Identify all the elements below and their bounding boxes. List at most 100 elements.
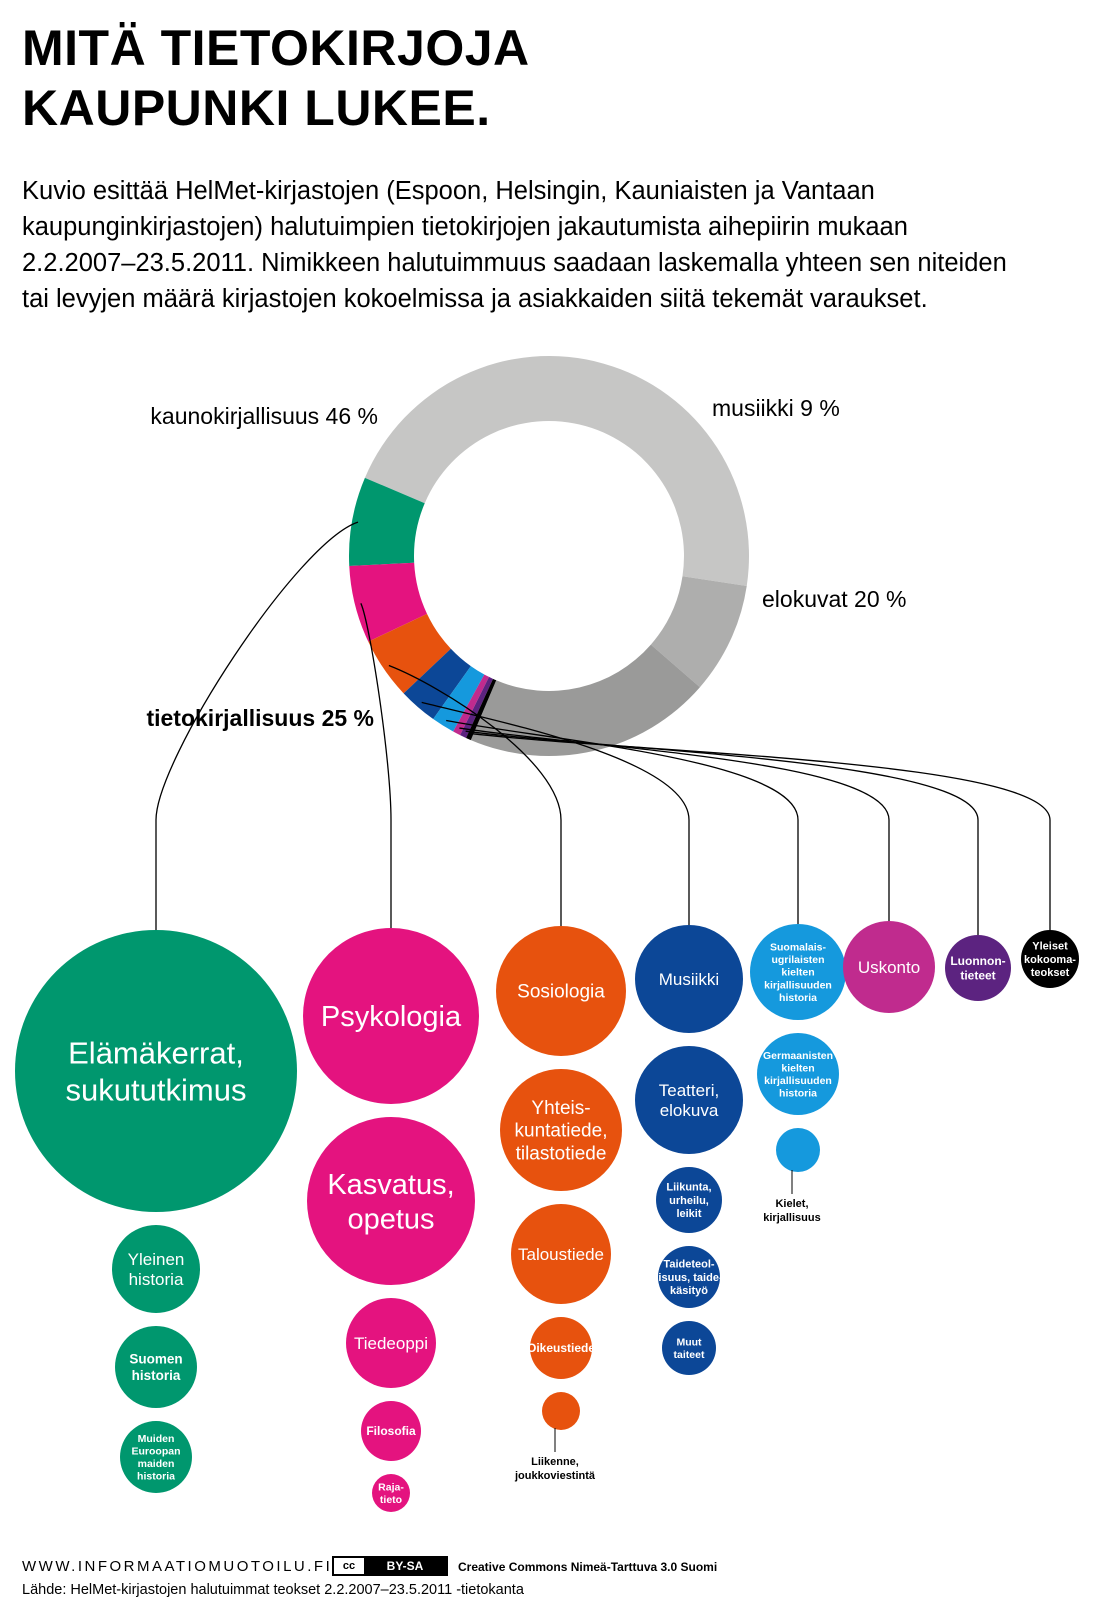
bubble-label: käsityö (670, 1285, 708, 1297)
bubble-label: Teatteri, (659, 1081, 719, 1100)
bubble-uskonto (843, 921, 935, 1013)
source-text: Lähde: HelMet-kirjastojen halutuimmat te… (22, 1582, 524, 1598)
bubble-label: Suomen (129, 1352, 182, 1367)
title-line-1: MITÄ TIETOKIRJOJA (22, 20, 530, 76)
license-text: Creative Commons Nimeä-Tarttuva 3.0 Suom… (458, 1560, 718, 1574)
bubble-label: Musiikki (659, 970, 719, 989)
donut-segment-uskonto (453, 674, 490, 736)
donut-label-musiikki: musiikki 9 % (712, 395, 840, 421)
donut-label-tietokirjallisuus: tietokirjallisuus 25 % (146, 705, 374, 731)
connector-line (388, 664, 562, 926)
bubble-filosofia (361, 1401, 421, 1461)
bubble-label: Taideteol- (663, 1259, 714, 1271)
donut-segment-luonnontieteet (460, 676, 493, 738)
bubble-label: Suomalais- (770, 941, 827, 953)
bubble-label: historia (132, 1368, 181, 1383)
bubble-luonnon-tieteet (945, 935, 1011, 1001)
bubble-yleinen-historia (112, 1225, 200, 1313)
bubble-taloustiede (511, 1204, 611, 1304)
intro-line-2: kaupunginkirjastojen) halutuimpien tieto… (22, 213, 908, 241)
donut-label-kaunokirjallisuus: kaunokirjallisuus 46 % (150, 403, 378, 429)
bubble-label: Filosofia (366, 1424, 416, 1438)
bubble-label: kirjallisuuden (764, 1075, 832, 1087)
bubble-label: tieteet (960, 968, 995, 982)
donut-segment-kaunokirjallisuus (364, 356, 749, 586)
connector-line (446, 719, 799, 924)
bubble-label: Oikeustiede (527, 1341, 595, 1355)
bubble-label: Tiedeoppi (354, 1334, 428, 1353)
bubble-caption: kirjallisuus (763, 1212, 820, 1224)
intro-line-1: Kuvio esittää HelMet-kirjastojen (Espoon… (22, 177, 875, 205)
bubble-label: historia (779, 992, 817, 1004)
bubble-label: sukututkimus (66, 1072, 247, 1107)
connector-line (470, 732, 1051, 930)
bubble-label: Raja- (378, 1481, 404, 1493)
bubble-kielet-kirjallisuus (776, 1128, 820, 1172)
bubble-sosiologia (496, 926, 626, 1056)
connector-line (155, 521, 359, 930)
bubble-suomen-historia (115, 1326, 197, 1408)
cc-label: BY-SA (364, 1558, 446, 1574)
cc-license-badge: cc BY-SA (332, 1556, 448, 1576)
bubble-teatteri-elokuva (635, 1046, 743, 1154)
intro-line-4: tai levyjen määrä kirjastojen kokoelmiss… (22, 285, 928, 313)
bubble-caption: Kielet, (775, 1198, 808, 1210)
bubble-caption: Liikenne, (531, 1456, 579, 1468)
bubble-germaanisten-kielten-kirjallisuuden-historia (757, 1033, 839, 1115)
intro-text: Kuvio esittää HelMet-kirjastojen (Espoon… (22, 173, 1092, 317)
bubble-label: historia (129, 1270, 184, 1289)
bubble-label: Taloustiede (518, 1245, 604, 1264)
bubble-label: opetus (347, 1204, 434, 1236)
bubble-label: historia (137, 1471, 175, 1483)
bubble-label: urheilu, (669, 1195, 709, 1207)
bubble-label: lisuus, taide- (655, 1272, 723, 1284)
bubble-label: kielten (781, 1062, 814, 1074)
connector-line (465, 730, 979, 935)
donut-segment-musiikki (650, 576, 747, 688)
bubble-label: Muut (676, 1336, 702, 1348)
bubble-label: tilastotiede (516, 1143, 607, 1164)
title-line-2: KAUPUNKI LUKEE. (22, 80, 491, 136)
bubble-label: kokooma- (1024, 954, 1076, 966)
donut-segment-elokuvat (470, 644, 700, 756)
bubble-label: Euroopan (132, 1445, 181, 1457)
bubble-musiikki (635, 925, 743, 1033)
bubble-suomalais-ugrilaisten-kielten-kirjallisuuden-historia (750, 924, 846, 1020)
bubble-muut-taiteet (662, 1321, 716, 1375)
donut-segment-taiteet (403, 648, 471, 720)
bubble-liikunta-urheilu-leikit (656, 1167, 722, 1233)
donut-segment-yhteiskunta (368, 613, 451, 694)
donut-segment-kirjallisuus (433, 666, 485, 732)
bubble-muiden-euroopan-maiden-historia (120, 1421, 192, 1493)
bubble-label: Psykologia (321, 1001, 462, 1033)
cc-icon: cc (334, 1558, 364, 1574)
bubble-taideteol-lisuus-taide-kasityo (658, 1246, 720, 1308)
bubble-label: kielten (781, 967, 814, 979)
bubble-label: teokset (1031, 967, 1070, 979)
connector-line (421, 701, 690, 925)
bubble-label: kuntatiede, (515, 1121, 608, 1142)
bubble-oikeustiede (530, 1317, 592, 1379)
bubble-label: historia (779, 1088, 817, 1100)
bubble-kasvatus-opetus (307, 1117, 475, 1285)
bubble-label: ugrilaisten (771, 954, 824, 966)
bubble-caption: joukkoviestintä (514, 1470, 596, 1482)
bubble-label: elokuva (660, 1101, 719, 1120)
bubble-label: Muiden (138, 1433, 175, 1445)
bubble-label: Liikunta, (666, 1182, 711, 1194)
donut-segment-psykologia-ja-kasvatus (349, 562, 428, 642)
bubble-label: kirjallisuuden (764, 979, 832, 991)
bubble-label: tieto (380, 1494, 402, 1506)
bubble-label: Yleiset (1032, 941, 1068, 953)
bubble-elamakerrat-sukututkimus (15, 930, 297, 1212)
bubble-label: Sosiologia (517, 982, 605, 1003)
bubble-label: Yleinen (128, 1250, 185, 1269)
bubble-yhteis-kuntatiede-tilastotiede (500, 1069, 622, 1191)
bubble-tiedeoppi (346, 1298, 436, 1388)
bubble-label: taiteet (674, 1349, 705, 1361)
intro-line-3: 2.2.2007–23.5.2011. Nimikkeen halutuimmu… (22, 249, 1007, 277)
bubble-label: Kasvatus, (327, 1169, 454, 1201)
bubble-label: Yhteis- (531, 1098, 590, 1119)
bubble-yleiset-kokooma-teokset (1021, 930, 1079, 988)
